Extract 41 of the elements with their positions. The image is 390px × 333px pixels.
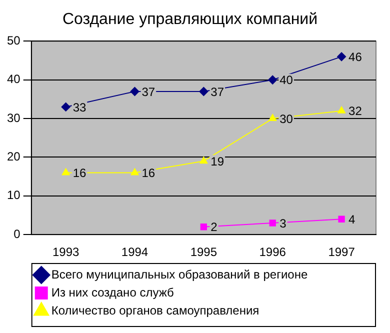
point <box>61 102 70 112</box>
y-tick-label: 20 <box>6 150 21 164</box>
data-label: 32 <box>348 104 362 118</box>
point <box>269 220 276 226</box>
point <box>130 86 140 96</box>
data-label: 3 <box>280 216 287 230</box>
data-label: 33 <box>72 100 86 114</box>
data-label: 16 <box>72 166 86 180</box>
data-label: 37 <box>210 84 224 99</box>
legend-label: Количество органов самоуправления <box>51 303 260 318</box>
y-tick-label: 10 <box>6 188 21 202</box>
x-tick-label: 1997 <box>328 245 356 260</box>
x-tick-label: 1994 <box>121 245 148 260</box>
x-tick-label: 1996 <box>259 245 286 260</box>
point <box>200 224 208 230</box>
x-tick-label: 1995 <box>190 245 218 260</box>
y-tick-label: 40 <box>6 72 21 86</box>
point <box>200 156 208 164</box>
legend-label: Всего муниципальных образований в регионе <box>51 267 308 282</box>
data-label: 19 <box>210 154 224 168</box>
data-label: 30 <box>280 112 294 126</box>
chart-title: Создание управляющих компаний <box>62 11 318 28</box>
point <box>338 106 346 114</box>
data-label: 2 <box>210 220 218 234</box>
point <box>130 168 139 176</box>
x-tick-label: 1993 <box>52 245 80 260</box>
legend-label: Из них создано служб <box>51 285 174 300</box>
data-label: 37 <box>142 84 156 99</box>
data-label: 40 <box>280 73 294 88</box>
point <box>199 86 208 96</box>
point <box>337 52 346 62</box>
point <box>338 216 345 222</box>
data-label: 16 <box>142 166 156 180</box>
y-tick-label: 50 <box>6 34 21 48</box>
data-label: 46 <box>348 50 362 64</box>
point <box>268 114 277 122</box>
data-label: 4 <box>348 212 356 226</box>
point <box>268 75 278 84</box>
point <box>62 168 70 176</box>
y-tick-label: 30 <box>6 110 21 125</box>
y-tick-label: 0 <box>14 226 21 241</box>
